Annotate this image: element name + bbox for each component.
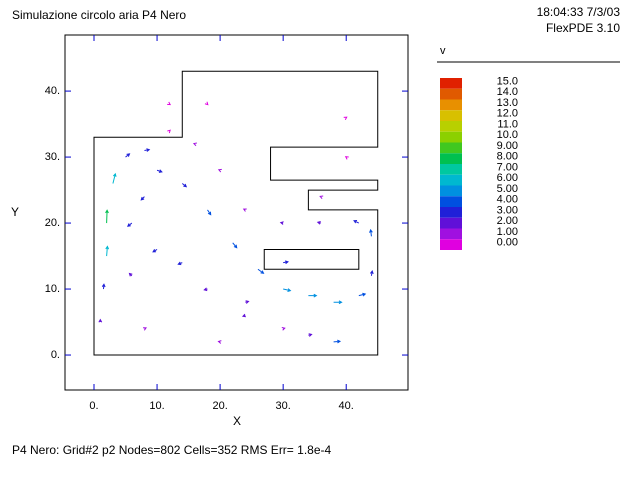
vector-arrow bbox=[316, 221, 322, 225]
legend-swatch bbox=[440, 207, 462, 218]
legend-label: 8.00 bbox=[497, 151, 518, 163]
x-axis-label: X bbox=[233, 414, 241, 428]
legend-label: 12.0 bbox=[497, 108, 518, 120]
vector-arrow bbox=[112, 172, 117, 184]
vector-arrow bbox=[279, 221, 284, 225]
legend-swatch bbox=[440, 217, 462, 229]
vector-arrow bbox=[353, 220, 360, 224]
legend-swatch bbox=[440, 121, 462, 132]
y-tick-label: 0. bbox=[51, 349, 60, 361]
legend-swatch bbox=[440, 174, 462, 186]
legend-swatch bbox=[440, 131, 462, 143]
legend-swatch bbox=[440, 228, 462, 240]
vector-arrow bbox=[319, 195, 324, 199]
vector-arrow bbox=[358, 292, 367, 297]
legend-swatch bbox=[440, 196, 462, 207]
legend-label: 14.0 bbox=[497, 86, 518, 98]
legend-swatch bbox=[440, 164, 462, 175]
legend-label: 7.00 bbox=[497, 161, 518, 173]
legend-label: 2.00 bbox=[497, 215, 518, 227]
vector-arrow bbox=[333, 300, 343, 305]
legend-label: 3.00 bbox=[497, 204, 518, 216]
legend-swatch bbox=[440, 153, 462, 164]
y-tick-label: 30. bbox=[45, 151, 60, 163]
vector-arrow bbox=[101, 283, 106, 290]
vector-arrow bbox=[204, 101, 209, 106]
legend-label: 4.00 bbox=[497, 194, 518, 206]
software: FlexPDE 3.10 bbox=[546, 21, 620, 35]
vector-arrow bbox=[105, 209, 109, 224]
legend-swatch bbox=[440, 142, 462, 154]
x-tick-label: 30. bbox=[276, 400, 291, 412]
vector-arrow bbox=[217, 340, 222, 344]
y-tick-label: 20. bbox=[45, 217, 60, 229]
x-tick-label: 20. bbox=[212, 400, 227, 412]
vector-arrow bbox=[140, 196, 145, 201]
legend-swatch bbox=[440, 239, 462, 250]
x-tick-label: 0. bbox=[89, 400, 98, 412]
vector-arrow bbox=[192, 142, 197, 147]
vector-arrow bbox=[333, 339, 342, 344]
vector-arrow bbox=[308, 293, 318, 298]
x-tick-label: 10. bbox=[149, 400, 164, 412]
legend-label: 6.00 bbox=[497, 172, 518, 184]
y-axis-label: Y bbox=[11, 205, 19, 219]
vector-arrow bbox=[144, 148, 151, 152]
plot-frame bbox=[64, 34, 409, 391]
vector-arrow bbox=[283, 288, 292, 292]
vector-arrow bbox=[105, 245, 110, 257]
legend-label: 11.0 bbox=[497, 118, 518, 130]
legend-swatch bbox=[440, 185, 462, 197]
legend-swatch bbox=[440, 88, 462, 100]
vector-arrow bbox=[257, 268, 265, 274]
vector-arrow bbox=[143, 327, 147, 331]
vector-arrow bbox=[127, 222, 133, 227]
vector-arrow bbox=[369, 270, 374, 276]
legend-swatch bbox=[440, 99, 462, 111]
legend-label: 10.0 bbox=[497, 129, 518, 141]
legend-swatch bbox=[440, 110, 462, 121]
legend-label: 5.00 bbox=[497, 183, 518, 195]
footer: P4 Nero: Grid#2 p2 Nodes=802 Cells=352 R… bbox=[12, 443, 331, 457]
vector-arrow bbox=[167, 129, 171, 134]
vector-arrow bbox=[181, 183, 188, 188]
vector-arrow bbox=[128, 272, 133, 277]
vector-arrow bbox=[167, 101, 172, 106]
legend-swatch bbox=[440, 78, 462, 89]
y-tick-label: 40. bbox=[45, 85, 60, 97]
vector-arrow bbox=[241, 313, 246, 318]
legend-title: v bbox=[440, 45, 446, 57]
legend-label: 0.00 bbox=[497, 237, 518, 249]
vector-arrow bbox=[217, 168, 222, 173]
vector-arrow bbox=[369, 228, 373, 237]
timestamp: 18:04:33 7/3/03 bbox=[537, 5, 621, 19]
vector-arrow bbox=[344, 156, 349, 160]
vector-arrow bbox=[98, 318, 103, 323]
legend-label: 9.00 bbox=[497, 140, 518, 152]
legend-label: 15.0 bbox=[497, 75, 518, 87]
vector-arrow bbox=[232, 242, 238, 249]
vector-arrow bbox=[152, 249, 158, 253]
y-tick-label: 10. bbox=[45, 283, 60, 295]
vector-arrow bbox=[177, 261, 183, 266]
vector-arrow bbox=[203, 287, 208, 292]
vector-arrow bbox=[308, 333, 313, 337]
legend-label: 13.0 bbox=[497, 97, 518, 109]
chart-title: Simulazione circolo aria P4 Nero bbox=[12, 8, 186, 22]
vector-arrow bbox=[245, 300, 250, 304]
vector-arrow bbox=[125, 153, 131, 158]
domain-boundary bbox=[93, 70, 379, 356]
legend-label: 1.00 bbox=[497, 226, 518, 238]
vector-arrow bbox=[242, 208, 247, 212]
vector-arrow bbox=[281, 327, 286, 331]
domain-hole bbox=[263, 248, 360, 270]
vector-arrow bbox=[283, 260, 289, 265]
x-tick-label: 40. bbox=[339, 400, 354, 412]
vector-arrow bbox=[343, 116, 348, 121]
vector-arrow bbox=[207, 209, 212, 216]
vector-arrow bbox=[156, 169, 163, 173]
